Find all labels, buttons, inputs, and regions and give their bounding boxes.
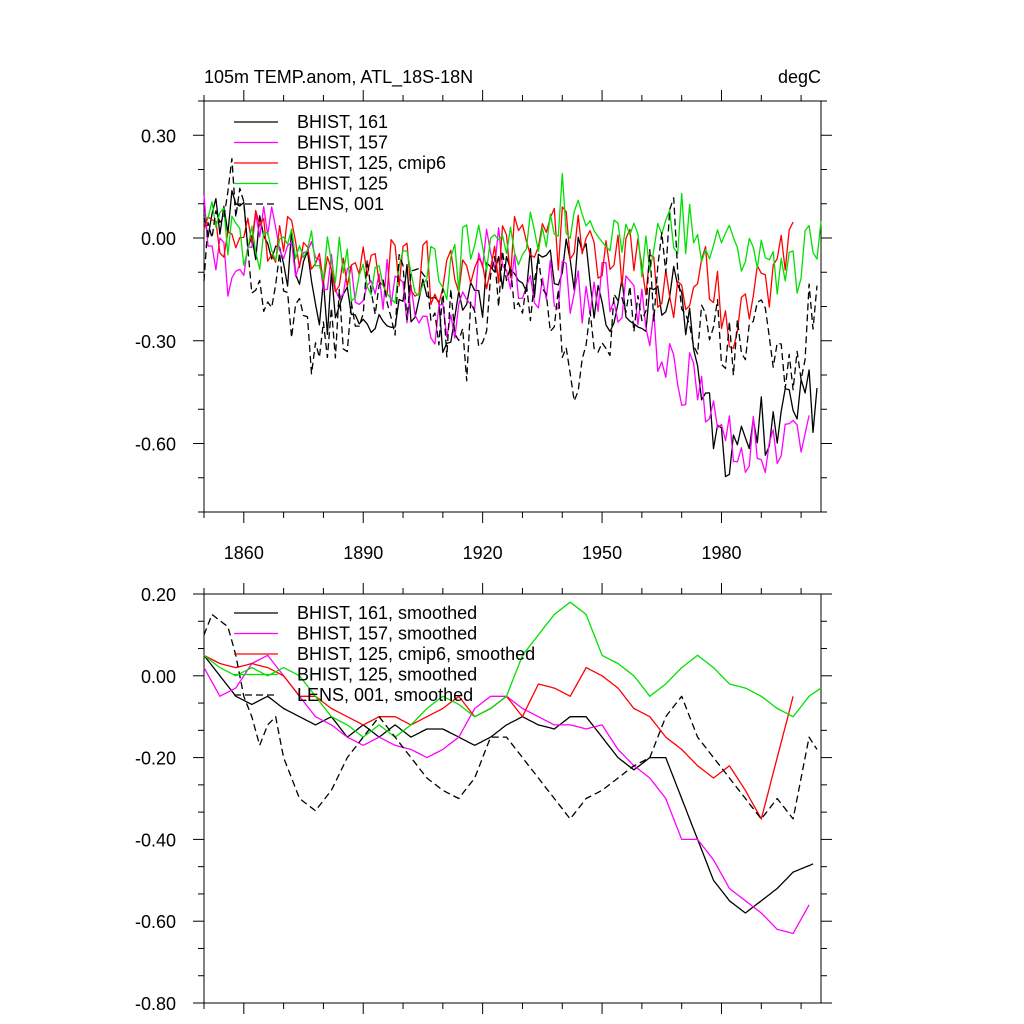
bottom-panel-series — [203, 601, 822, 935]
y-tick-label: -0.20 — [135, 749, 176, 769]
series-line — [203, 654, 814, 914]
top-panel: 105m TEMP.anom, ATL_18S-18N degC 1860 189… — [135, 67, 832, 563]
legend-label: BHIST, 125, smoothed — [297, 665, 477, 685]
y-tick-label: -0.30 — [135, 332, 176, 352]
series-line — [203, 157, 818, 402]
y-tick-label: 0.20 — [141, 585, 176, 605]
y-tick-label: -0.60 — [135, 912, 176, 932]
series-line — [203, 172, 822, 304]
legend-label: BHIST, 125 — [297, 174, 388, 194]
legend-label: BHIST, 157 — [297, 133, 388, 153]
x-tick-label: 1980 — [701, 543, 741, 563]
legend-label: BHIST, 161 — [297, 112, 388, 132]
y-tick-label: 0.30 — [141, 126, 176, 146]
top-panel-units: degC — [778, 67, 821, 87]
x-tick-label: 1890 — [343, 543, 383, 563]
top-panel-title: 105m TEMP.anom, ATL_18S-18N — [204, 67, 473, 88]
series-line — [203, 206, 794, 349]
legend-label: LENS, 001, smoothed — [297, 685, 473, 705]
legend-label: BHIST, 157, smoothed — [297, 624, 477, 644]
series-line — [203, 195, 810, 474]
x-tick-label: 1920 — [463, 543, 503, 563]
y-tick-label: 0.00 — [141, 667, 176, 687]
y-tick-label: -0.40 — [135, 830, 176, 850]
y-tick-label: -0.60 — [135, 435, 176, 455]
bottom-panel: 0.20 0.00 -0.20 -0.40 -0.60 -0.80 BHIST, 161,… — [135, 583, 832, 1014]
top-panel-series — [203, 157, 822, 478]
legend-label: BHIST, 161, smoothed — [297, 603, 477, 623]
top-panel-axes: 1860 1890 1920 1950 1980 0.30 0.00 -0.30 -0.60 — [135, 90, 832, 563]
x-tick-label: 1950 — [582, 543, 622, 563]
x-tick-label: 1860 — [224, 543, 264, 563]
y-tick-label: -0.80 — [135, 994, 176, 1014]
y-tick-label: 0.00 — [141, 229, 176, 249]
series-line — [203, 601, 822, 738]
series-line — [203, 613, 818, 820]
legend-label: BHIST, 125, cmip6, smoothed — [297, 644, 535, 664]
legend-label: LENS, 001 — [297, 194, 384, 214]
legend-label: BHIST, 125, cmip6 — [297, 153, 446, 173]
bottom-panel-axes: 0.20 0.00 -0.20 -0.40 -0.60 -0.80 — [135, 583, 832, 1014]
plot-frame — [203, 593, 822, 1004]
